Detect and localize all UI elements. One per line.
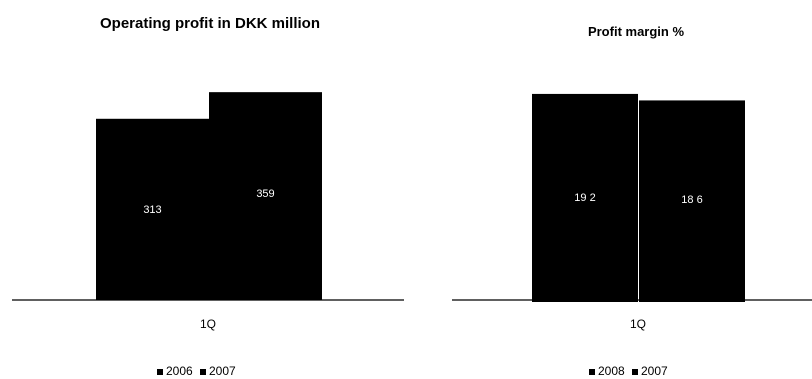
bar-2007 [639,100,745,302]
legend-label-2007: 2007 [209,364,236,378]
bar-2007 [209,92,322,300]
bar-2008 [532,93,638,303]
legend: 2006 2007 [157,364,236,378]
chart-title: Operating profit in DKK million [100,15,320,32]
x-tick-label: 1Q [630,317,646,331]
legend-swatch-2008 [589,369,595,375]
legend-swatch-2007 [632,369,638,375]
data-label-2008: 19 2 [574,192,595,204]
legend-label-2008: 2008 [598,364,625,378]
bars-group: 19 2 18 6 [532,93,745,303]
operating-profit-chart: Operating profit in DKK million 313 359 1… [12,15,404,378]
data-label-2007: 18 6 [681,194,702,206]
legend-label-2007: 2007 [641,364,668,378]
legend-label-2006: 2006 [166,364,193,378]
legend: 2008 2007 [589,364,668,378]
chart-title: Profit margin % [588,24,685,39]
x-tick-label: 1Q [200,317,216,331]
data-label-2006: 313 [143,204,161,216]
bar-2006 [96,118,209,300]
bars-group: 313 359 [96,92,322,300]
legend-swatch-2006 [157,369,163,375]
profit-margin-chart: Profit margin % 19 2 18 6 1Q 2008 2007 [452,24,812,378]
data-label-2007: 359 [256,188,274,200]
legend-swatch-2007 [200,369,206,375]
